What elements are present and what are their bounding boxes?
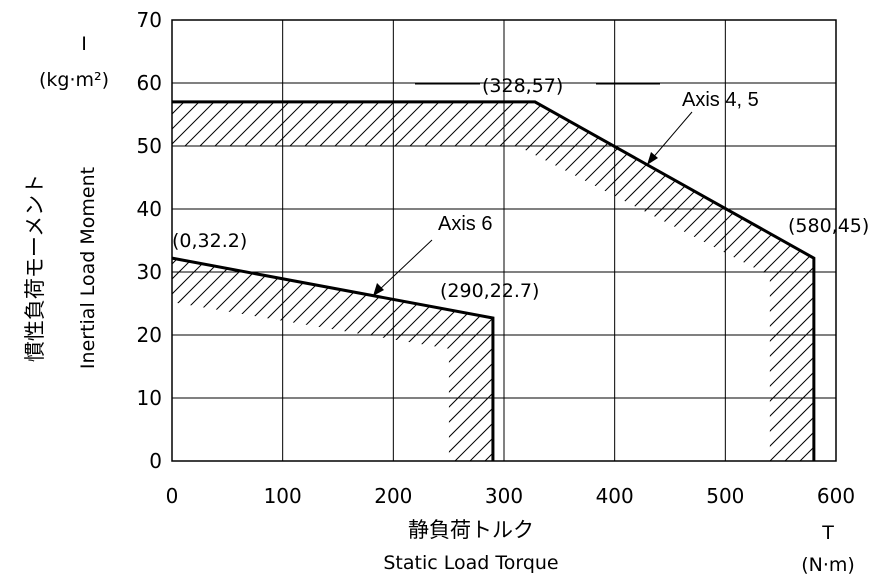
grid <box>172 20 836 461</box>
hatch-line <box>279 258 493 461</box>
y-unit-symbol: I <box>81 33 87 55</box>
plot-frame <box>171 19 837 462</box>
series-label-axis-6: Axis 6 <box>438 213 492 235</box>
hatch-line <box>249 258 493 461</box>
hatch-line <box>174 258 493 461</box>
x-tick-label: 100 <box>264 484 302 508</box>
hatch-line <box>339 101 814 462</box>
hatch-line <box>880 0 896 471</box>
hatch-line <box>684 101 814 462</box>
hatch-line <box>172 258 493 461</box>
hatch-line <box>279 101 801 462</box>
hatch-line <box>714 101 814 462</box>
hatch-line <box>249 101 771 462</box>
x-tick-label: 0 <box>166 484 179 508</box>
y-tick-label: 70 <box>137 8 162 32</box>
hatch-axis-4-5 <box>0 0 896 471</box>
x-unit-symbol: T <box>821 522 834 544</box>
series-label-axis-4-5: Axis 4, 5 <box>682 89 759 111</box>
y-axis-title-en: Inertial Load Moment <box>77 167 99 369</box>
y-axis-title-jp: 慣性負荷モーメント <box>23 174 47 362</box>
hatch-line <box>264 258 493 461</box>
point-label-328-57: (328,57) <box>482 75 563 97</box>
point-label-580-45: (580,45) <box>788 215 869 237</box>
hatch-axis-6 <box>0 0 896 471</box>
series-line-axis-6 <box>171 256 495 461</box>
hatch-line <box>219 101 741 462</box>
y-tick-label: 30 <box>137 260 162 284</box>
hatch-line <box>339 258 493 461</box>
hatch-line <box>174 101 696 462</box>
hatch-line <box>294 258 493 461</box>
x-tick-label: 500 <box>706 484 744 508</box>
hatch-line <box>172 101 576 462</box>
hatch-line <box>324 101 814 462</box>
y-tick-label: 40 <box>137 197 162 221</box>
hatch-line <box>0 0 20 471</box>
hatch-line <box>0 0 20 471</box>
hatch-line <box>189 101 711 462</box>
hatch-line <box>264 101 786 462</box>
hatch-line <box>324 258 493 461</box>
hatch-line <box>880 0 896 471</box>
hatch-line <box>172 258 493 461</box>
x-tick-label: 300 <box>485 484 523 508</box>
hatch-line <box>172 101 606 462</box>
x-axis-title-jp: 静負荷トルク <box>408 518 534 542</box>
hatch-line <box>294 101 814 462</box>
arrowhead-axis-4-5 <box>647 152 658 165</box>
y-tick-label: 0 <box>149 449 162 473</box>
x-axis-title-en: Static Load Torque <box>383 552 558 574</box>
hatch-line <box>234 101 756 462</box>
y-tick-label: 50 <box>137 134 162 158</box>
y-tick-label: 10 <box>137 386 162 410</box>
hatch-line <box>384 258 493 461</box>
hatch-line <box>189 258 493 461</box>
x-unit: (N·m) <box>801 554 855 576</box>
hatch-line <box>865 0 896 471</box>
x-tick-label: 400 <box>596 484 634 508</box>
arrow-axis-6 <box>377 239 433 292</box>
x-tick-labels: 0 100 200 300 400 500 600 <box>166 484 855 508</box>
hatch-line <box>309 258 493 461</box>
point-label-290-22: (290,22.7) <box>440 280 539 302</box>
y-unit: (kg·m²) <box>39 69 109 91</box>
hatch-line <box>369 258 493 461</box>
arrow-axis-4-5 <box>650 111 693 161</box>
hatch-line <box>219 258 493 461</box>
hatch-line <box>234 258 493 461</box>
arrowhead-axis-6 <box>373 283 384 296</box>
y-tick-label: 20 <box>137 323 162 347</box>
hatch-line <box>865 0 896 471</box>
y-tick-labels: 0 10 20 30 40 50 60 70 <box>137 8 162 473</box>
y-tick-label: 60 <box>137 71 162 95</box>
x-tick-label: 200 <box>374 484 412 508</box>
hatch-line <box>699 101 814 462</box>
series-line-axis-4-5 <box>172 100 816 461</box>
hatch-line <box>309 101 814 462</box>
hatch-line <box>399 258 493 461</box>
x-tick-label: 600 <box>817 484 855 508</box>
hatch-line <box>172 101 561 462</box>
point-label-0-32: (0,32.2) <box>172 230 247 252</box>
hatch-line <box>172 258 493 461</box>
